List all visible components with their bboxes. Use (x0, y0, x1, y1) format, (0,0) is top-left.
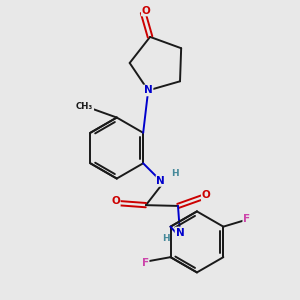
Text: N: N (144, 85, 153, 95)
Text: O: O (111, 196, 120, 206)
Text: H: H (162, 234, 169, 243)
Text: O: O (202, 190, 211, 200)
Text: N: N (156, 176, 165, 186)
Text: F: F (142, 258, 149, 268)
Text: F: F (243, 214, 250, 224)
Text: H: H (171, 169, 178, 178)
Text: O: O (142, 5, 151, 16)
Text: N: N (176, 227, 184, 238)
Text: CH₃: CH₃ (76, 102, 93, 111)
